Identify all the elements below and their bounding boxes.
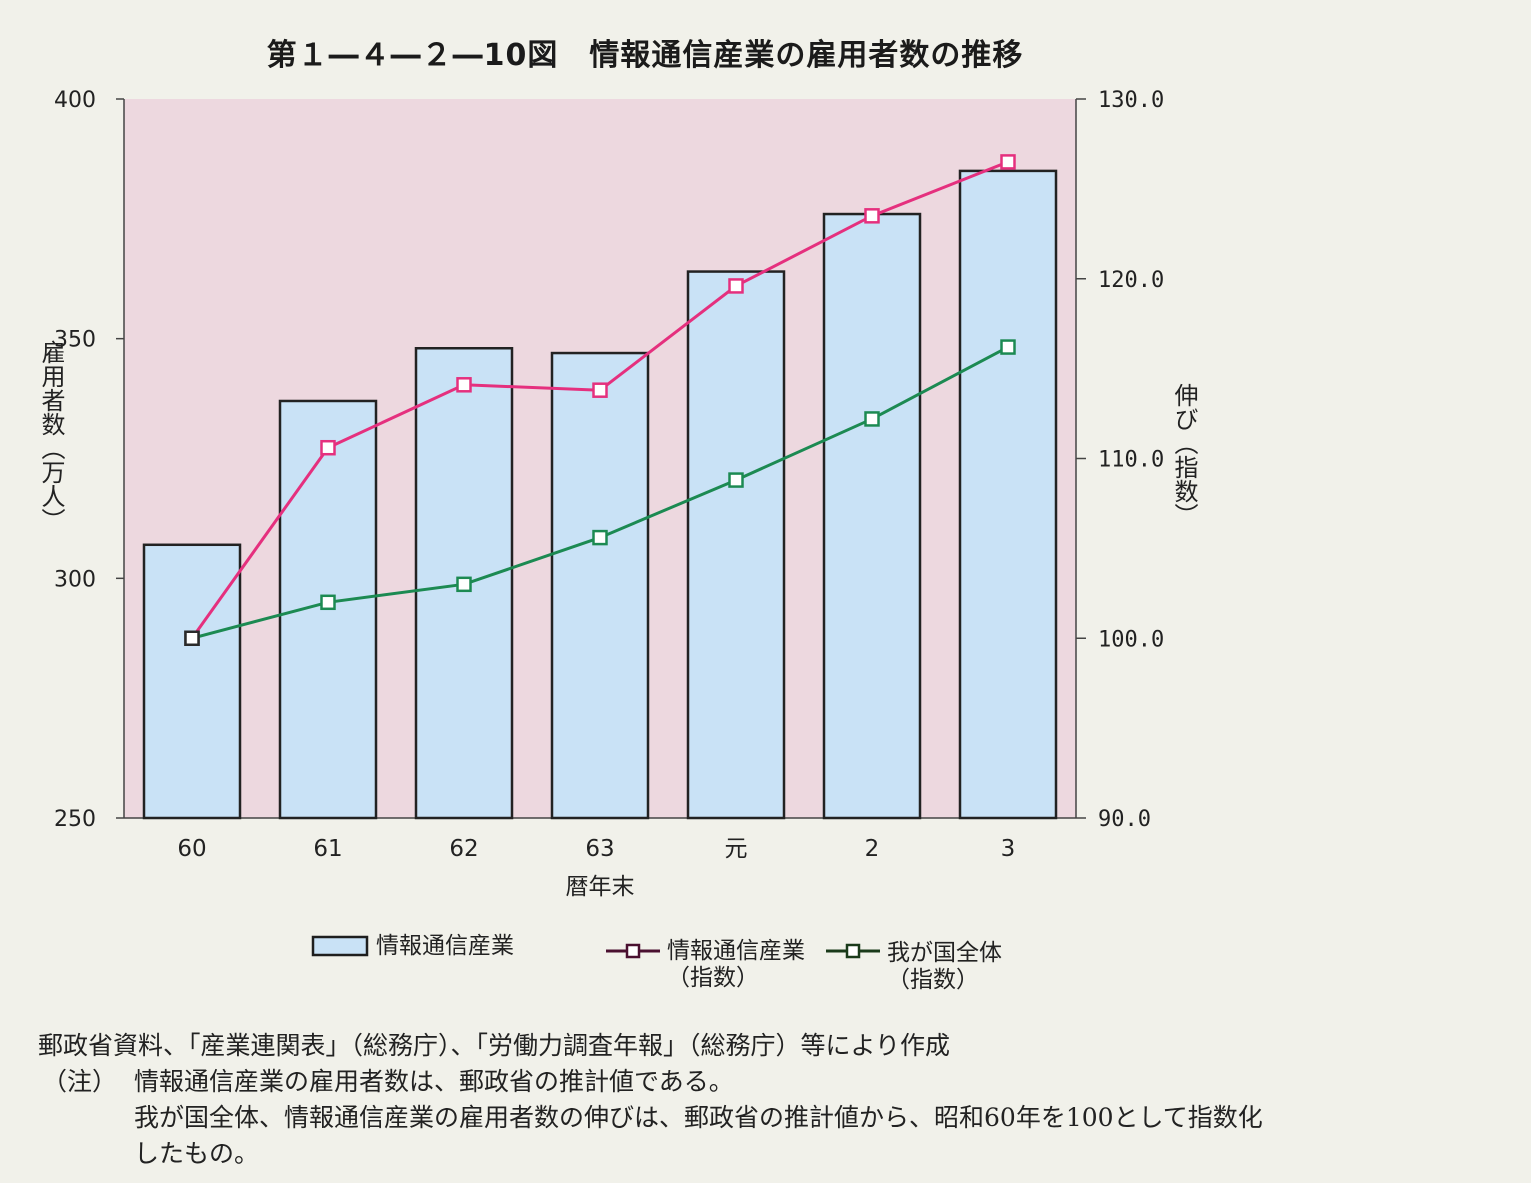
note-line-2: 我が国全体、情報通信産業の雇用者数の伸びは、郵政省の推計値から、昭和60年を10… [134, 1103, 1263, 1132]
x-tick-label: 2 [865, 836, 880, 862]
x-tick-label: 62 [449, 836, 478, 862]
y-right-tick-label: 100.0 [1098, 627, 1164, 652]
y-right-tick-label: 110.0 [1098, 448, 1164, 473]
note-line-1: 情報通信産業の雇用者数は、郵政省の推計値である。 [134, 1067, 734, 1096]
chart-svg: 250 300 350 400 90.0 100.0 110.0 120.0 130.0 60 61… [54, 88, 1164, 900]
x-tick-label: 61 [313, 836, 342, 862]
legend-bar-label: 情報通信産業 [376, 933, 514, 959]
y-right-tick-label: 130.0 [1098, 88, 1164, 113]
series-point [320, 594, 336, 611]
chart-title: 第１―４―２―10図 情報通信産業の雇用者数の推移 [266, 38, 1024, 73]
bar [958, 169, 1058, 820]
series-point [864, 208, 880, 224]
bar [686, 270, 786, 820]
series-point [456, 576, 472, 593]
y-right-tick-label: 90.0 [1098, 807, 1151, 832]
series-point [592, 529, 608, 546]
legend-line2-label: 我が国全体 [887, 940, 1002, 966]
series-point [184, 630, 200, 646]
series-point [592, 382, 608, 398]
y-left-tick-label: 300 [54, 567, 96, 592]
source-text: 郵政省資料、「産業連関表」（総務庁）、「労働力調査年報」（総務庁）等により作成 [38, 1031, 951, 1060]
bar [142, 543, 242, 820]
y-axis-left-title: 雇用者数（万人） [37, 340, 65, 532]
y-right-tick-label: 120.0 [1098, 268, 1164, 293]
x-tick-label: 60 [177, 836, 206, 862]
y-left-tick-label: 350 [54, 328, 96, 353]
series-point [456, 377, 472, 393]
y-left-tick-label: 400 [54, 88, 96, 113]
legend-line2-sublabel: （指数） [887, 967, 979, 993]
x-tick-label: 3 [1001, 836, 1016, 862]
series-point [320, 439, 336, 456]
bar [550, 351, 650, 820]
series-point [1000, 339, 1016, 355]
series-point [728, 472, 744, 488]
x-tick-label: 元 [725, 836, 748, 862]
bar [822, 212, 922, 820]
series-point [864, 411, 880, 427]
series-point [728, 278, 744, 294]
x-tick-label: 63 [585, 836, 614, 862]
x-axis-title: 暦年末 [566, 874, 635, 900]
source-note: 郵政省資料、「産業連関表」（総務庁）、「労働力調査年報」（総務庁）等により作成 … [38, 1028, 1263, 1172]
legend-line1-label: 情報通信産業 [667, 938, 805, 964]
legend-line1-sublabel: （指数） [667, 965, 759, 991]
note-label: （注） [42, 1067, 118, 1096]
series-point [1000, 154, 1016, 170]
note-line-3: したもの。 [134, 1139, 260, 1168]
y-left-tick-label: 250 [54, 807, 96, 832]
y-axis-right-title: 伸び（指数） [1170, 383, 1198, 527]
